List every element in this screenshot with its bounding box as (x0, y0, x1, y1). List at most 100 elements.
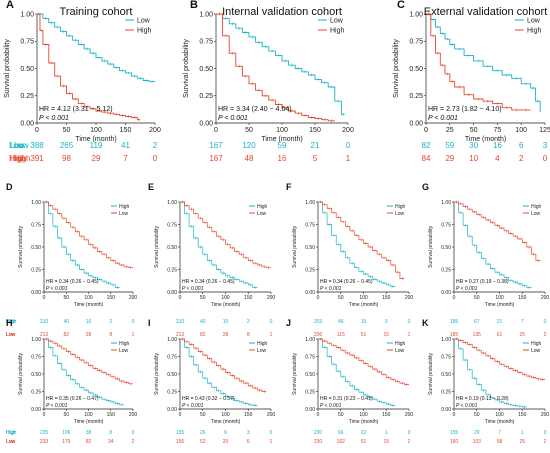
risk-count: 52 (200, 439, 206, 445)
risk-count: 0 (153, 154, 158, 163)
risk-count: 391 (30, 154, 44, 163)
y-tick-label: 1.00 (409, 11, 423, 18)
risk-row-label: Low (6, 332, 16, 338)
risk-count: 2 (519, 154, 524, 163)
risk-count: 0 (132, 430, 135, 436)
legend-label: Low (257, 211, 267, 217)
x-tick-label: 100 (84, 295, 93, 301)
y-tick-label: 0.75 (199, 39, 213, 46)
risk-row-label: Low (6, 332, 16, 338)
risk-count: 106 (62, 430, 71, 436)
x-tick-label: 150 (107, 412, 116, 418)
y-tick-label: 0.50 (305, 372, 315, 378)
x-tick-label: 150 (518, 295, 527, 301)
risk-count: 6 (519, 141, 524, 150)
risk-count: 185 (450, 332, 459, 338)
x-axis-label: Time (month) (485, 419, 515, 425)
legend-label: High (119, 204, 130, 210)
legend-label: Low (119, 348, 129, 354)
y-axis-label: Survival probability (393, 39, 400, 98)
risk-count: 82 (63, 332, 69, 338)
y-tick-label: 0.00 (31, 407, 41, 413)
risk-count: 179 (62, 439, 71, 445)
y-axis-label: Survival probability (18, 353, 24, 395)
risk-count: 8 (109, 430, 112, 436)
risk-row-label: High (6, 430, 17, 436)
y-tick-label: 0.25 (167, 389, 177, 395)
x-tick-label: 100 (495, 412, 504, 418)
risk-count: 3 (543, 141, 548, 150)
x-tick-label: 50 (474, 295, 480, 301)
y-tick-label: 0.00 (305, 407, 315, 413)
risk-count: 0 (132, 319, 135, 325)
legend-label: High (395, 341, 406, 347)
legend-label: High (531, 341, 542, 347)
x-tick-label: 100 (359, 295, 368, 301)
km-curve-low (426, 13, 541, 113)
risk-count: 8 (109, 332, 112, 338)
y-tick-label: 1.00 (199, 11, 213, 18)
x-tick-label: 200 (267, 412, 276, 418)
x-axis-label: Time (month) (75, 136, 116, 143)
p-value-annotation: P < 0.001 (39, 115, 69, 122)
y-tick-label: 1.00 (305, 200, 315, 206)
x-tick-label: 0 (179, 295, 182, 301)
risk-count: 167 (209, 154, 223, 163)
risk-count: 0 (543, 154, 548, 163)
risk-count: 120 (242, 141, 256, 150)
panel-letter: D (6, 182, 13, 192)
y-tick-label: 0.50 (199, 66, 213, 73)
km-curve-high (44, 338, 125, 406)
x-tick-label: 50 (63, 127, 71, 134)
y-tick-label: 0.00 (441, 407, 451, 413)
x-tick-label: 200 (129, 412, 138, 418)
risk-count: 213 (176, 332, 185, 338)
y-axis-label: Survival probability (154, 353, 160, 395)
x-tick-label: 0 (214, 127, 218, 134)
y-tick-label: 0.25 (167, 267, 177, 273)
km-curve-low (216, 13, 345, 115)
y-tick-label: 0.25 (199, 93, 213, 100)
risk-count: 29 (92, 154, 101, 163)
risk-count: 40 (200, 319, 206, 325)
risk-count: 210 (40, 319, 49, 325)
y-tick-label: 0.00 (305, 290, 315, 296)
risk-count: 135 (473, 332, 482, 338)
risk-count: 235 (40, 430, 49, 436)
risk-count: 1 (346, 154, 351, 163)
y-tick-label: 0.25 (441, 389, 451, 395)
x-tick-label: 200 (129, 295, 138, 301)
legend-label: High (531, 204, 542, 210)
x-axis-label: Time (month) (211, 302, 241, 308)
x-tick-label: 50 (338, 412, 344, 418)
y-tick-label: 0.50 (20, 66, 34, 73)
x-tick-label: 200 (267, 295, 276, 301)
km-curve-high (454, 338, 527, 408)
panel-letter: K (422, 318, 429, 328)
legend-label: Low (395, 211, 405, 217)
x-tick-label: 0 (317, 412, 320, 418)
risk-count: 15 (383, 439, 389, 445)
risk-count: 2 (544, 332, 547, 338)
y-axis-label: Survival probability (154, 226, 160, 268)
km-curve-high (454, 201, 532, 288)
x-tick-label: 100 (221, 295, 230, 301)
x-tick-label: 0 (43, 412, 46, 418)
p-value-annotation: P < 0.001 (46, 403, 68, 409)
y-tick-label: 0.25 (31, 389, 41, 395)
risk-count: 119 (90, 141, 103, 150)
risk-count: 230 (314, 430, 323, 436)
risk-count: 25 (519, 332, 525, 338)
p-value-annotation: P < 0.001 (456, 403, 478, 409)
risk-count: 0 (408, 430, 411, 436)
risk-count: 0 (270, 430, 273, 436)
risk-count: 2 (109, 319, 112, 325)
y-tick-label: 0.50 (305, 245, 315, 251)
legend-label: Low (137, 17, 151, 24)
x-tick-label: 150 (244, 295, 253, 301)
hr-annotation: HR = 0.31 (0.23 − 0.41) (320, 396, 373, 402)
